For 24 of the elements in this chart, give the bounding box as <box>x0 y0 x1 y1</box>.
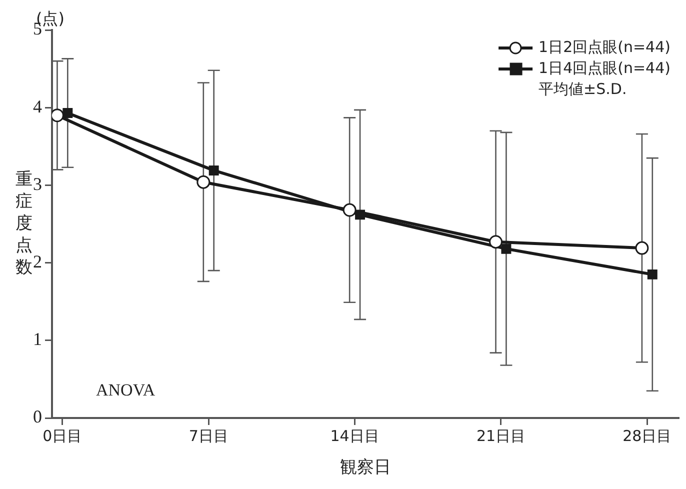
x-axis-title: 観察日 <box>340 457 391 478</box>
y-axis-title: 重症度点数 <box>16 169 32 278</box>
x-tick-label: 7日目 <box>188 426 228 445</box>
x-tick-label: 28日目 <box>622 426 672 445</box>
point <box>489 235 503 249</box>
point <box>208 165 219 176</box>
y-tick-label: 2 <box>33 252 42 272</box>
y-tick-label: 0 <box>33 406 42 427</box>
y-tick-label: 4 <box>33 96 42 116</box>
point <box>635 241 649 255</box>
x-tick-label: 21日目 <box>476 426 526 445</box>
y-tick-label: 3 <box>33 174 42 194</box>
point <box>196 175 210 189</box>
point <box>501 244 512 254</box>
point <box>62 108 73 118</box>
y-tick-label: 1 <box>33 329 42 350</box>
point <box>647 269 658 280</box>
legend-title: 平均値±S.D. <box>538 80 627 98</box>
x-tick-label: 0日目 <box>42 426 82 445</box>
point <box>342 203 356 217</box>
x-tick-label: 14日目 <box>330 426 380 445</box>
legend-label: 1日2回点眼(n=44) <box>538 38 670 56</box>
legend-label: 1日4回点眼(n=44) <box>538 58 670 77</box>
annotation: ANOVA <box>96 380 156 400</box>
